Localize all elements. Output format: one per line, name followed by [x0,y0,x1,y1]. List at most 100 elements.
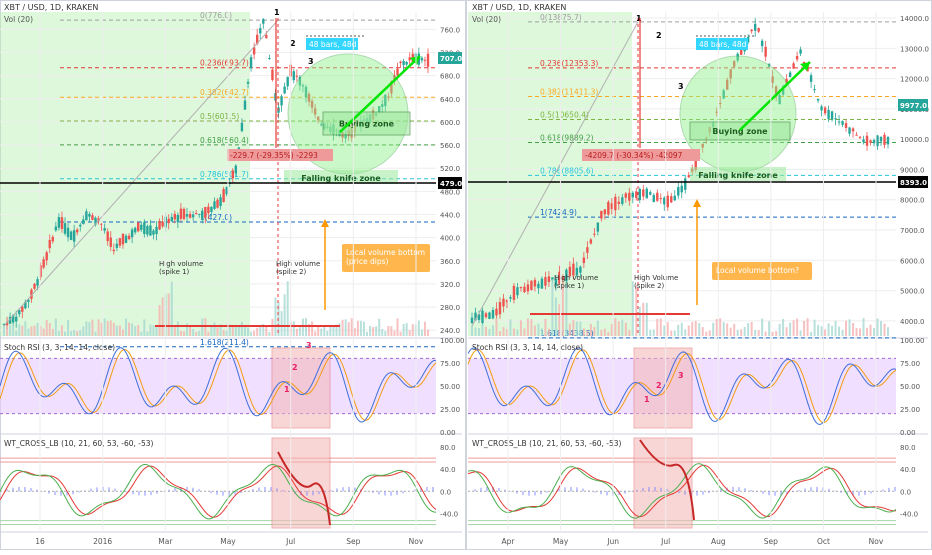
chart-title: XBT / USD, 1D, KRAKEN [472,3,566,12]
price-tick-label: 240.0 [440,327,460,335]
volume-bar [244,326,246,336]
volume-bar [9,325,11,336]
rsi-tick-label: 50.00 [440,383,460,391]
candle-body [859,137,861,138]
volume-bar [91,320,93,336]
wt-histogram-bar [594,491,596,492]
price-tick-label: 10000.0 [900,136,929,144]
candle-body [754,24,756,31]
wt-tick-label: 80.0 [900,444,916,452]
price-tick-label: 12000.0 [900,76,929,84]
volume-bar [390,326,392,336]
volume-bar [149,324,151,336]
candle-body [161,222,163,227]
fib-level-label: 0.236(12353.3) [540,59,598,68]
volume-bar [180,331,182,336]
volume-bar [779,324,781,336]
candle-body [113,250,115,251]
candle-body [143,222,145,234]
candle-body [424,60,426,61]
candle-body [523,287,525,292]
candle-body [590,239,592,243]
candle-body [789,72,791,77]
volume-bar [740,329,742,336]
volume-bar [849,319,851,336]
wt-histogram-bar [870,491,872,493]
candle-body [427,54,429,67]
wt-histogram-bar [150,491,152,495]
volume-bar [856,328,858,336]
wt-histogram-bar [114,489,116,492]
candle-body [534,280,536,287]
volume-bar [293,321,295,336]
candle-body [122,234,124,244]
chart-subtitle: Vol (20) [4,15,33,24]
volume-bar [880,321,882,336]
volume-bar [534,326,536,336]
candle-body [146,226,148,235]
wt-histogram-bar [534,491,536,495]
wt-histogram-bar [684,491,686,494]
wt-histogram-bar [72,491,74,494]
wt-histogram-bar [600,491,602,494]
fib-level-label: 1(7424.9) [540,208,577,217]
volume-bar [709,330,711,336]
falling-knife-label: Falling knife zone [698,171,778,180]
volume-bar [775,331,777,336]
wt-histogram-bar [894,487,896,491]
volume-bar [625,323,627,336]
volume-bar [201,319,203,336]
candle-body [204,207,206,218]
candle-body [827,110,829,119]
volume-bar [162,297,164,336]
candle-body [621,197,623,204]
volume-bar [831,326,833,336]
volume-bar [345,319,347,336]
wt-histogram-bar [90,489,92,492]
rsi-tick-label: 50.00 [900,383,920,391]
candle-body [33,284,35,289]
candle-body [76,230,78,233]
wt-histogram-bar [12,488,14,492]
volume-bar [317,326,319,336]
volume-bar [684,329,686,336]
marker-price-label: 479.0 [440,180,462,188]
volume-bar [384,331,386,336]
volume-bar [314,331,316,336]
volume-bar [104,318,106,336]
wt-histogram-bar [84,491,86,492]
volume-bar [814,320,816,336]
volume-bar [357,321,359,336]
volume-bar [614,318,616,336]
wt-histogram-bar [792,491,794,492]
candle-body [61,217,63,229]
duration-label: 48 bars, 48d [699,40,747,49]
fib-level-label: 0.786(8805.6) [540,166,594,175]
candle-body [677,187,679,196]
volume-bar [79,330,81,336]
price-tick-label: 9000.0 [900,166,925,174]
candle-body [663,198,665,205]
volume-bar [6,326,8,336]
volume-bar [667,322,669,336]
volume-bar [37,323,39,336]
volume-note-label: Local volume bottom? [716,266,799,275]
volume-bar [110,320,112,336]
candle-body [293,71,295,80]
candle-body [639,189,641,200]
volume-bar [793,320,795,336]
candle-body [887,137,889,144]
candle-body [845,123,847,128]
price-tick-label: 520.0 [440,165,460,173]
wt-histogram-bar [864,491,866,495]
candle-body [876,135,878,146]
volume-bar [143,319,145,336]
volume-bar [887,327,889,336]
wt-histogram-bar [402,491,404,493]
volume-bar [360,321,362,336]
volume-bar [348,322,350,336]
volume-bar [171,282,173,336]
candle-body [268,58,270,59]
fib-level-label: 0.382(11411.3) [540,87,598,96]
wt-title: WT_CROSS_LB (10, 21, 60, 53, -60, -53) [472,439,622,448]
